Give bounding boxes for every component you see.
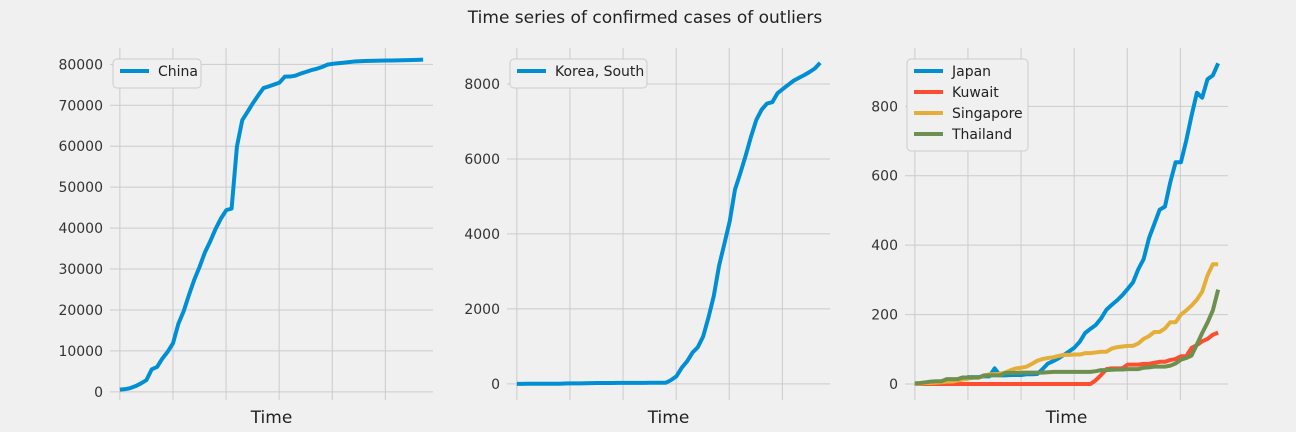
legend-label-kuwait: Kuwait [952,85,999,101]
legend-label-singapore: Singapore [952,106,1023,122]
y-tick-label: 0 [491,377,500,393]
y-tick-label: 8000 [464,77,500,93]
legend-label-thailand: Thailand [951,127,1012,143]
y-tick-label: 0 [94,385,103,401]
y-tick-label: 200 [871,308,898,324]
y-tick-label: 80000 [58,57,103,73]
outliers-panel: 0 200 400 600 800 Time Japan Kuwait Singapore Tha… [871,48,1228,428]
legend-label-korea-south: Korea, South [555,64,644,80]
y-tick-label: 20000 [58,303,103,319]
series-line-korea-south [516,61,822,386]
y-tick-label: 30000 [58,262,103,278]
legend-label-china: China [158,64,198,80]
x-axis-label: Time [1045,408,1088,428]
legend-box [906,58,1029,152]
legend-label-japan: Japan [951,64,991,80]
y-tick-label: 40000 [58,221,103,237]
series-line-kuwait [914,330,1219,387]
china-panel: 0 10000 20000 30000 40000 50000 60000 70000 8000… [58,48,433,428]
y-tick-label: 4000 [464,227,500,243]
korea-south-panel: 0 2000 4000 6000 8000 Time Korea, South [464,48,830,428]
series-line-china [119,57,424,392]
y-tick-label: 50000 [58,180,103,196]
y-tick-label: 600 [871,169,898,185]
y-tick-label: 400 [871,238,898,254]
y-tick-label: 60000 [58,139,103,155]
x-axis-label: Time [250,408,293,428]
y-tick-label: 6000 [464,152,500,168]
series-line-thailand [914,289,1221,386]
figure-suptitle: Time series of confirmed cases of outlie… [467,8,823,28]
y-tick-label: 2000 [464,302,500,318]
y-tick-label: 10000 [58,344,103,360]
y-tick-label: 0 [889,377,898,393]
y-tick-label: 70000 [58,98,103,114]
x-axis-label: Time [647,408,690,428]
legend-box [112,58,202,89]
y-tick-label: 800 [871,99,898,115]
legend-box [509,58,648,89]
